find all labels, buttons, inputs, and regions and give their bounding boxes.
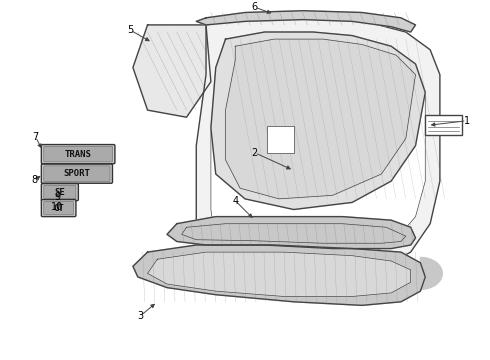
Polygon shape (167, 217, 416, 248)
Text: 7: 7 (32, 132, 39, 142)
FancyBboxPatch shape (41, 145, 115, 164)
Polygon shape (196, 16, 440, 288)
Text: 10: 10 (51, 202, 64, 212)
Bar (425, 116, 462, 135)
Text: SPORT: SPORT (64, 169, 90, 178)
Text: 5: 5 (127, 25, 134, 35)
Text: 3: 3 (137, 311, 143, 321)
FancyBboxPatch shape (41, 164, 113, 183)
FancyBboxPatch shape (44, 201, 74, 215)
Polygon shape (133, 245, 425, 305)
FancyBboxPatch shape (41, 184, 78, 201)
Polygon shape (225, 39, 416, 199)
Text: SE: SE (54, 188, 65, 197)
FancyBboxPatch shape (44, 146, 113, 162)
Polygon shape (133, 25, 211, 117)
Text: 8: 8 (31, 175, 38, 185)
Polygon shape (211, 32, 425, 210)
FancyBboxPatch shape (41, 199, 76, 217)
FancyBboxPatch shape (44, 185, 76, 199)
Text: 9: 9 (54, 192, 60, 202)
Wedge shape (420, 257, 442, 289)
Text: 4: 4 (232, 195, 238, 206)
Bar (267, 126, 294, 153)
Polygon shape (211, 32, 425, 266)
Polygon shape (196, 11, 416, 32)
Text: 6: 6 (252, 2, 258, 12)
Text: TRANS: TRANS (65, 150, 92, 159)
FancyBboxPatch shape (44, 166, 110, 181)
Text: 2: 2 (252, 148, 258, 158)
Text: 1: 1 (464, 116, 470, 126)
Text: GT: GT (53, 204, 64, 213)
Polygon shape (147, 252, 411, 297)
